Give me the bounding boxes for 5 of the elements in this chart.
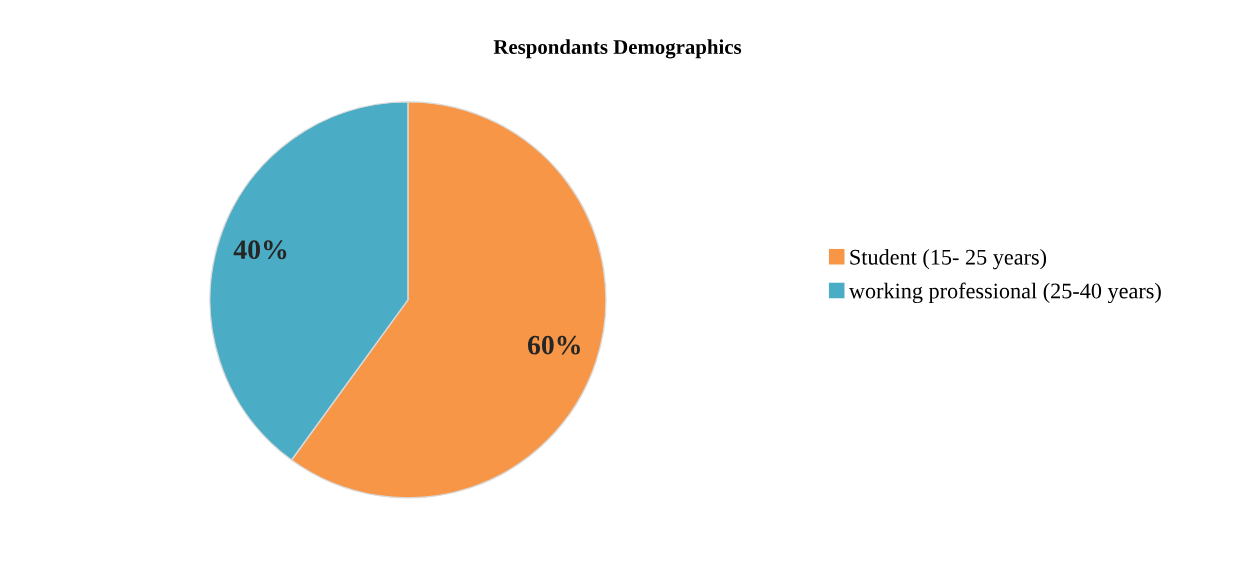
chart-title: Respondants Demographics: [493, 39, 742, 59]
legend-label: Student (15- 25 years): [850, 249, 1047, 270]
data-label: 40%: [233, 240, 287, 260]
data-label: 60%: [527, 335, 580, 355]
legend-label: working professional (25-40 years): [848, 282, 1161, 304]
